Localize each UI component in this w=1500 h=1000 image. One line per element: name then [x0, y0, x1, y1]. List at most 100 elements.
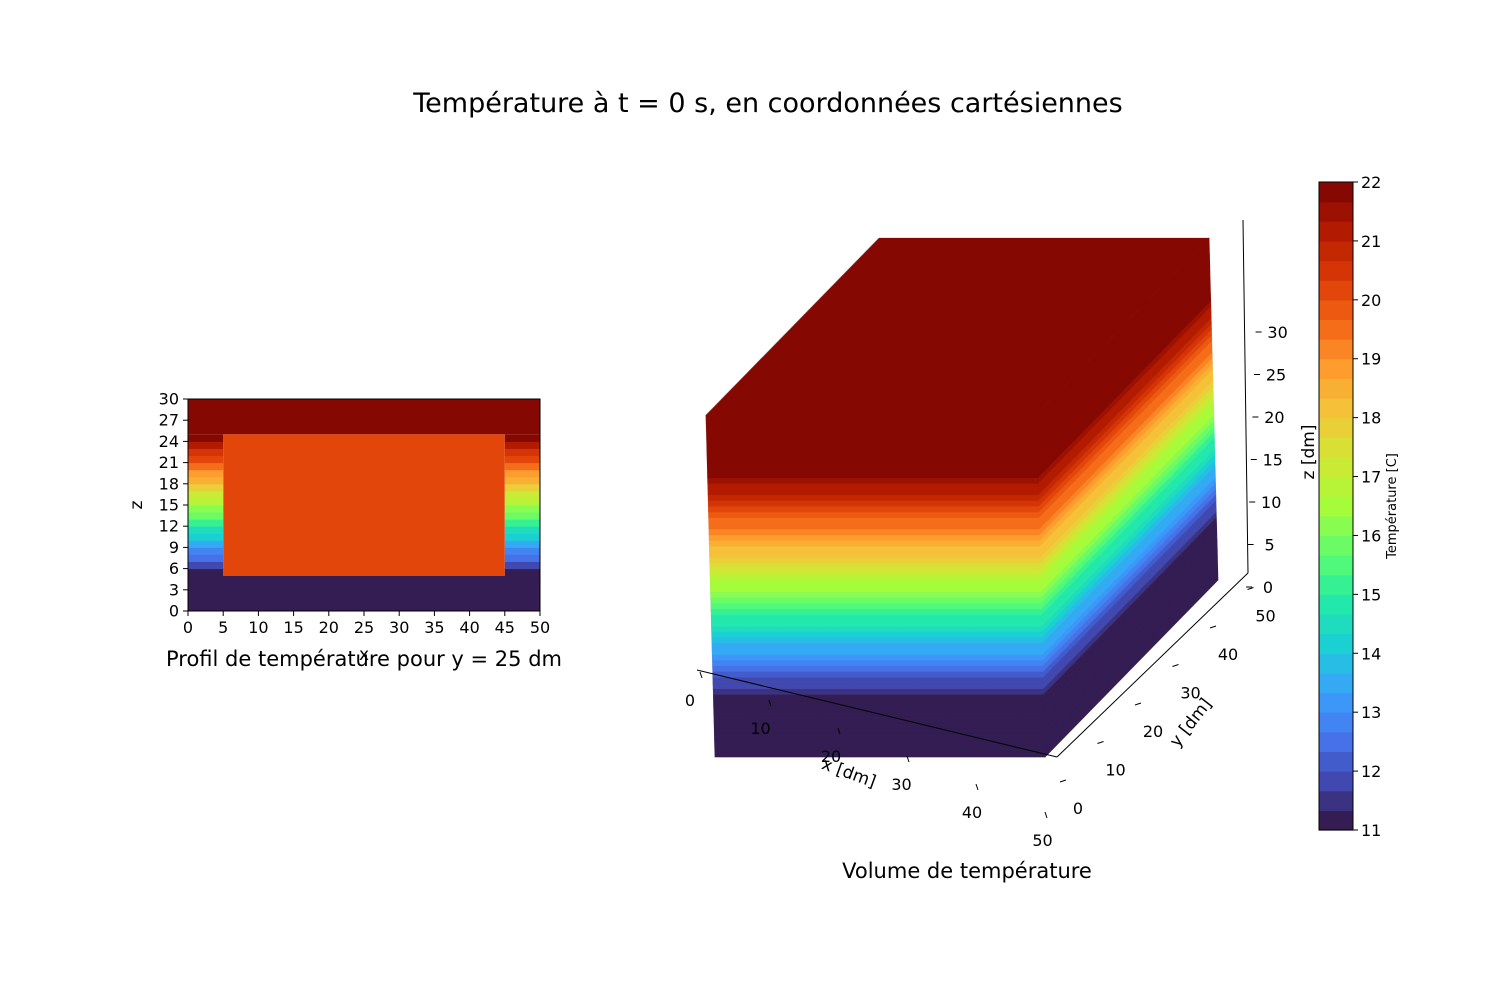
heatmap-cell-left-wall — [188, 540, 224, 548]
colorbar-band — [1319, 731, 1353, 753]
heatmap-y-label: z — [127, 500, 147, 509]
heatmap-cell-right-wall — [504, 519, 540, 527]
heatmap-cell-left-wall — [188, 505, 224, 513]
volume-x-tick-mark — [768, 699, 772, 707]
heatmap-cell-left-wall — [188, 455, 224, 464]
volume-z-axis-line — [1242, 219, 1249, 574]
volume-front-slice — [706, 448, 1038, 456]
volume-z-tick-label: 0 — [1263, 578, 1273, 597]
volume-y-tick-label: 0 — [1073, 799, 1083, 818]
colorbar-tick-label: 21 — [1361, 232, 1381, 251]
colorbar-bands — [1319, 182, 1353, 831]
colorbar-band — [1319, 653, 1353, 674]
volume-z-tick-label: 15 — [1263, 451, 1283, 470]
heatmap-cell-left-wall — [188, 561, 224, 570]
heatmap-y-ticks: 0 3 6 9 12 15 18 21 24 27 30 — [159, 390, 188, 621]
volume-top-face — [706, 238, 1209, 415]
heatmap-x-tick-label: 0 — [183, 618, 193, 637]
volume-front-slice — [708, 511, 1040, 518]
heatmap-cell-right-wall — [504, 476, 540, 485]
colorbar-band — [1319, 398, 1353, 419]
volume-front-slice — [705, 426, 1037, 433]
colorbar-tick-label: 20 — [1361, 291, 1381, 310]
volume-front-slice — [711, 619, 1042, 627]
volume-front-slice — [714, 739, 1046, 746]
volume-front-slice — [710, 585, 1042, 593]
colorbar-tick-label: 12 — [1361, 762, 1381, 781]
heatmap-cell-left-wall — [188, 497, 224, 506]
volume-x-tick-label: 40 — [962, 803, 982, 822]
volume-front-slice — [706, 437, 1038, 444]
volume-front-slice — [707, 488, 1039, 496]
volume-front-slice — [708, 534, 1040, 541]
volume-x-tick-label: 20 — [821, 747, 841, 766]
volume-panel: 0 10 20 30 40 50 0 10 20 30 40 50 0 5 10 15 20 25 30 x [dm… — [685, 219, 1319, 883]
volume-y-axis-line — [1056, 572, 1249, 758]
colorbar-band — [1319, 771, 1353, 792]
volume-front-slice — [712, 665, 1044, 672]
volume-front-slice — [706, 431, 1037, 439]
heatmap-x-tick-label: 15 — [283, 618, 303, 637]
volume-axes: 0 10 20 30 40 50 0 10 20 30 40 50 0 5 10 15 20 25 30 — [685, 219, 1288, 850]
volume-x-tick-mark — [975, 783, 979, 791]
volume-front-slice — [707, 465, 1038, 473]
heatmap-x-tick-label: 45 — [495, 618, 515, 637]
heatmap-cell-left-wall — [188, 533, 224, 541]
heatmap-y-tick-label: 0 — [169, 602, 179, 621]
volume-front-slice — [711, 642, 1043, 650]
heatmap-cell-right-wall — [504, 441, 540, 449]
volume-y-tick-mark — [1247, 587, 1254, 590]
volume-x-tick-label: 50 — [1032, 831, 1052, 850]
heatmap-y-tick-label: 12 — [159, 517, 179, 536]
volume-y-tick-mark — [1134, 702, 1142, 706]
colorbar-band — [1319, 221, 1353, 242]
colorbar-band — [1319, 437, 1353, 458]
volume-x-axis-line — [696, 669, 1058, 758]
volume-front-slice — [709, 568, 1041, 575]
heatmap-panel: 0 5 10 15 20 25 30 35 40 45 50 036912151821242730 … — [127, 390, 562, 672]
volume-side-face — [1035, 237, 1219, 758]
volume-front-slice — [707, 494, 1039, 501]
heatmap-y-tick-label: 30 — [159, 390, 179, 409]
heatmap-y-tick-label: 21 — [159, 453, 179, 472]
heatmap-cell-left-wall — [188, 490, 224, 499]
volume-front-slice — [710, 614, 1042, 621]
colorbar-band — [1319, 496, 1353, 517]
colorbar-band — [1319, 672, 1353, 694]
colorbar-band — [1319, 339, 1353, 360]
heatmap-y-tick-label: 18 — [159, 474, 179, 493]
colorbar-tick-label: 22 — [1361, 173, 1381, 192]
colorbar-tick-label: 17 — [1361, 468, 1381, 487]
heatmap-cell-bottom — [188, 575, 540, 611]
heatmap-cell-left-wall — [188, 441, 224, 449]
colorbar-band — [1319, 633, 1353, 654]
heatmap-cell-left-wall — [188, 434, 224, 442]
volume-x-tick-mark — [837, 727, 841, 735]
heatmap-cell-right-wall — [504, 533, 540, 541]
volume-y-tick-label: 50 — [1255, 607, 1275, 626]
colorbar-band — [1319, 280, 1353, 301]
colorbar-frame — [1318, 181, 1354, 831]
heatmap-cell-right-wall — [504, 526, 540, 534]
volume-front-slice — [714, 745, 1046, 752]
colorbar-tick-label: 19 — [1361, 350, 1381, 369]
heatmap-cell-left-wall — [188, 469, 224, 478]
colorbar-band — [1319, 810, 1353, 831]
volume-y-tick-label: 30 — [1180, 684, 1200, 703]
colorbar-band — [1319, 260, 1353, 281]
heatmap-cell-left-wall — [188, 568, 224, 577]
heatmap-cells — [188, 399, 540, 611]
volume-front-slice — [710, 608, 1042, 615]
colorbar-band — [1319, 476, 1353, 497]
volume-front-slice — [708, 528, 1040, 536]
volume-front-slice — [713, 693, 1044, 701]
colorbar-band — [1319, 201, 1353, 222]
colorbar-band — [1319, 535, 1353, 556]
heatmap-cell-right-wall — [504, 497, 540, 506]
heatmap-cell-left-wall — [188, 483, 224, 492]
volume-x-tick-label: 30 — [891, 775, 911, 794]
volume-front-slice — [711, 654, 1043, 661]
colorbar-band — [1319, 712, 1353, 733]
volume-front-slice — [709, 557, 1041, 564]
heatmap-cell-left-wall — [188, 448, 224, 457]
